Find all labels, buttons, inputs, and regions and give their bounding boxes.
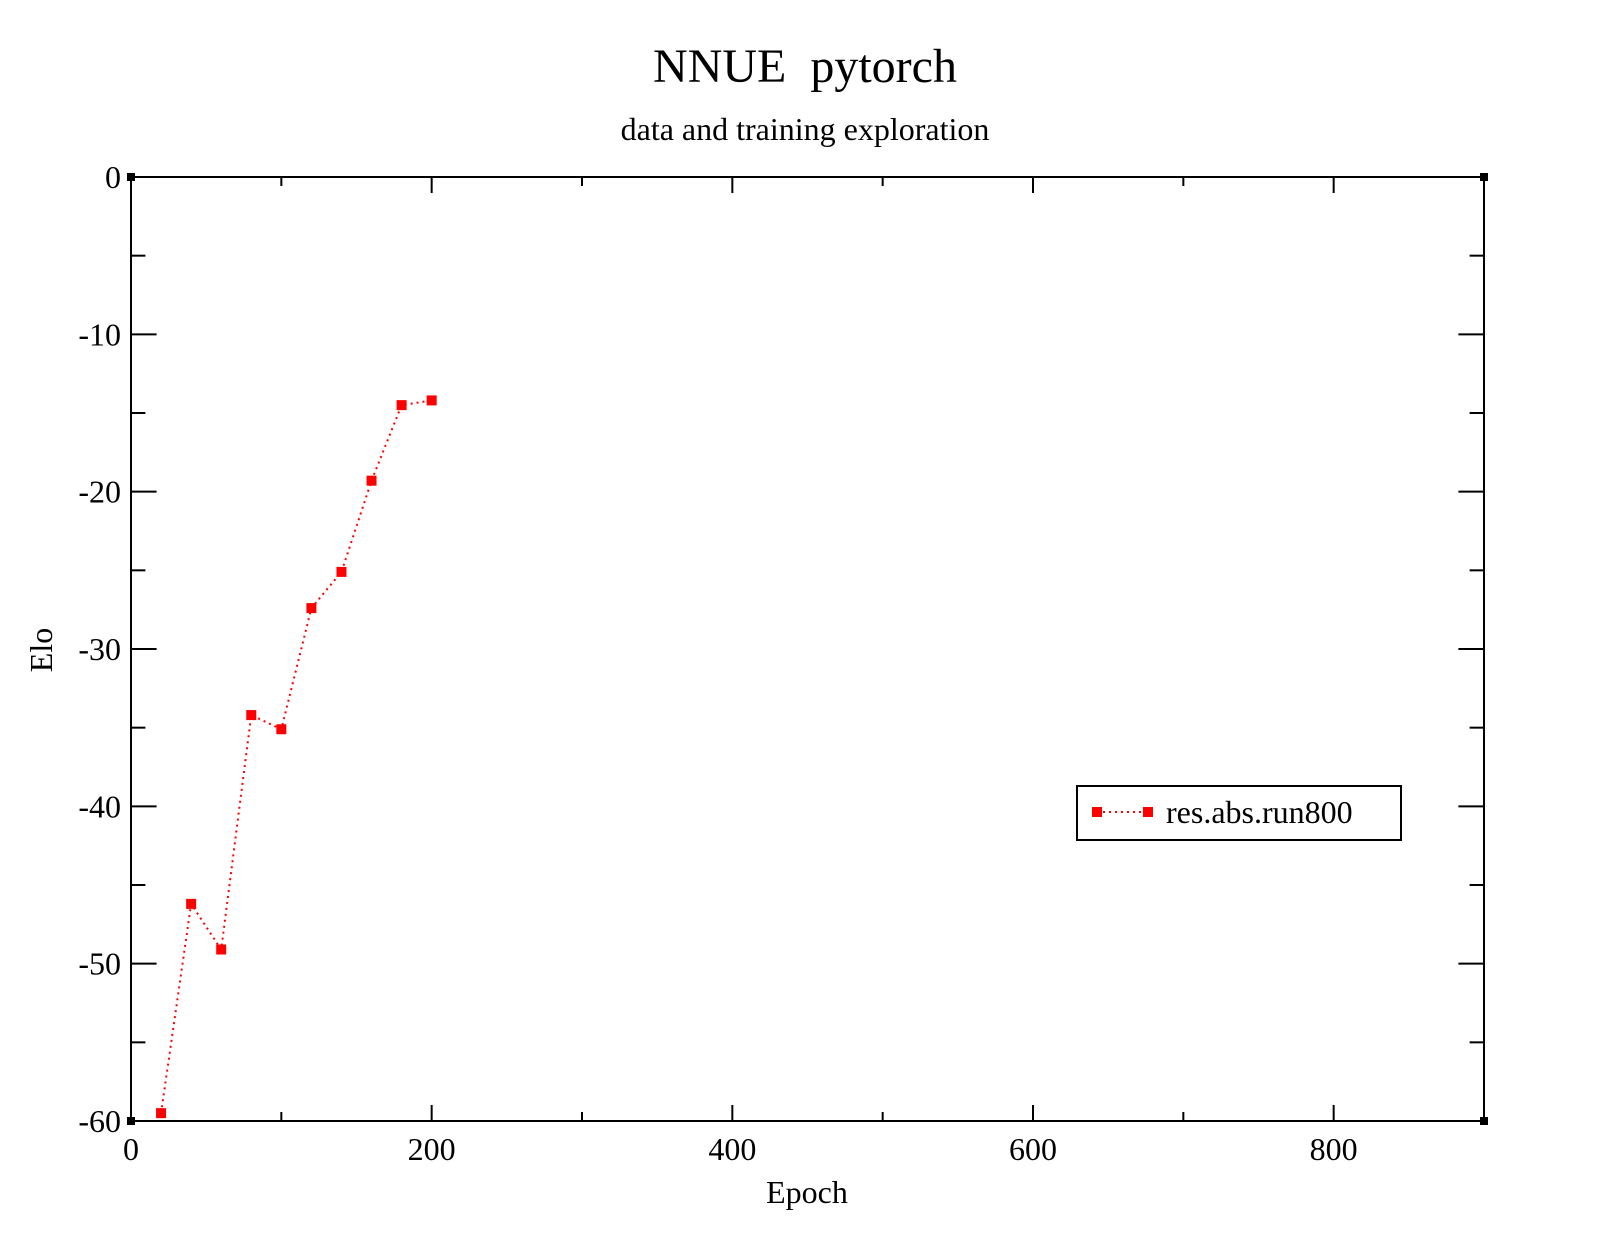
plot-frame bbox=[130, 176, 1485, 1122]
y-tick-label: -30 bbox=[78, 631, 121, 667]
x-tick-label: 200 bbox=[408, 1131, 456, 1167]
legend-label: res.abs.run800 bbox=[1166, 794, 1353, 830]
data-point bbox=[426, 395, 437, 406]
legend: res.abs.run800 bbox=[1076, 785, 1402, 841]
chart-title: NNUE pytorch bbox=[653, 40, 957, 93]
legend-marker bbox=[1143, 807, 1153, 817]
y-tick-label: -10 bbox=[78, 316, 121, 352]
chart-subtitle: data and training exploration bbox=[621, 111, 990, 147]
x-tick-label: 800 bbox=[1310, 1131, 1358, 1167]
data-point bbox=[186, 898, 197, 909]
frame-corner bbox=[1480, 173, 1488, 181]
series-line bbox=[160, 399, 432, 1114]
tick-labels: 0 200 400 600 800 0 -10 -20 -30 -40 -50 -60 bbox=[78, 159, 1357, 1167]
data-point bbox=[156, 1108, 167, 1119]
y-tick-label: -40 bbox=[78, 788, 121, 824]
axis-ticks bbox=[127, 173, 1488, 1125]
y-tick-label: -60 bbox=[78, 1103, 121, 1139]
y-tick-label: -20 bbox=[78, 474, 121, 510]
y-tick-label: -50 bbox=[78, 946, 121, 982]
legend-box bbox=[1076, 785, 1402, 841]
data-point bbox=[276, 724, 287, 735]
series-layer bbox=[156, 395, 437, 1119]
x-tick-label: 600 bbox=[1009, 1131, 1057, 1167]
x-tick-label: 0 bbox=[123, 1131, 139, 1167]
data-point bbox=[396, 400, 407, 411]
x-tick-label: 400 bbox=[708, 1131, 756, 1167]
data-point bbox=[246, 710, 257, 721]
y-axis-label: Elo bbox=[23, 628, 59, 672]
frame-corner bbox=[1480, 1117, 1488, 1125]
frame-corner bbox=[127, 173, 135, 181]
data-point bbox=[306, 603, 317, 614]
legend-marker bbox=[1092, 807, 1102, 817]
frame-corner bbox=[127, 1117, 135, 1125]
y-tick-label: 0 bbox=[105, 159, 121, 195]
data-point bbox=[366, 475, 377, 486]
data-point bbox=[336, 566, 347, 577]
data-point bbox=[216, 944, 227, 955]
x-axis-label: Epoch bbox=[766, 1174, 848, 1210]
